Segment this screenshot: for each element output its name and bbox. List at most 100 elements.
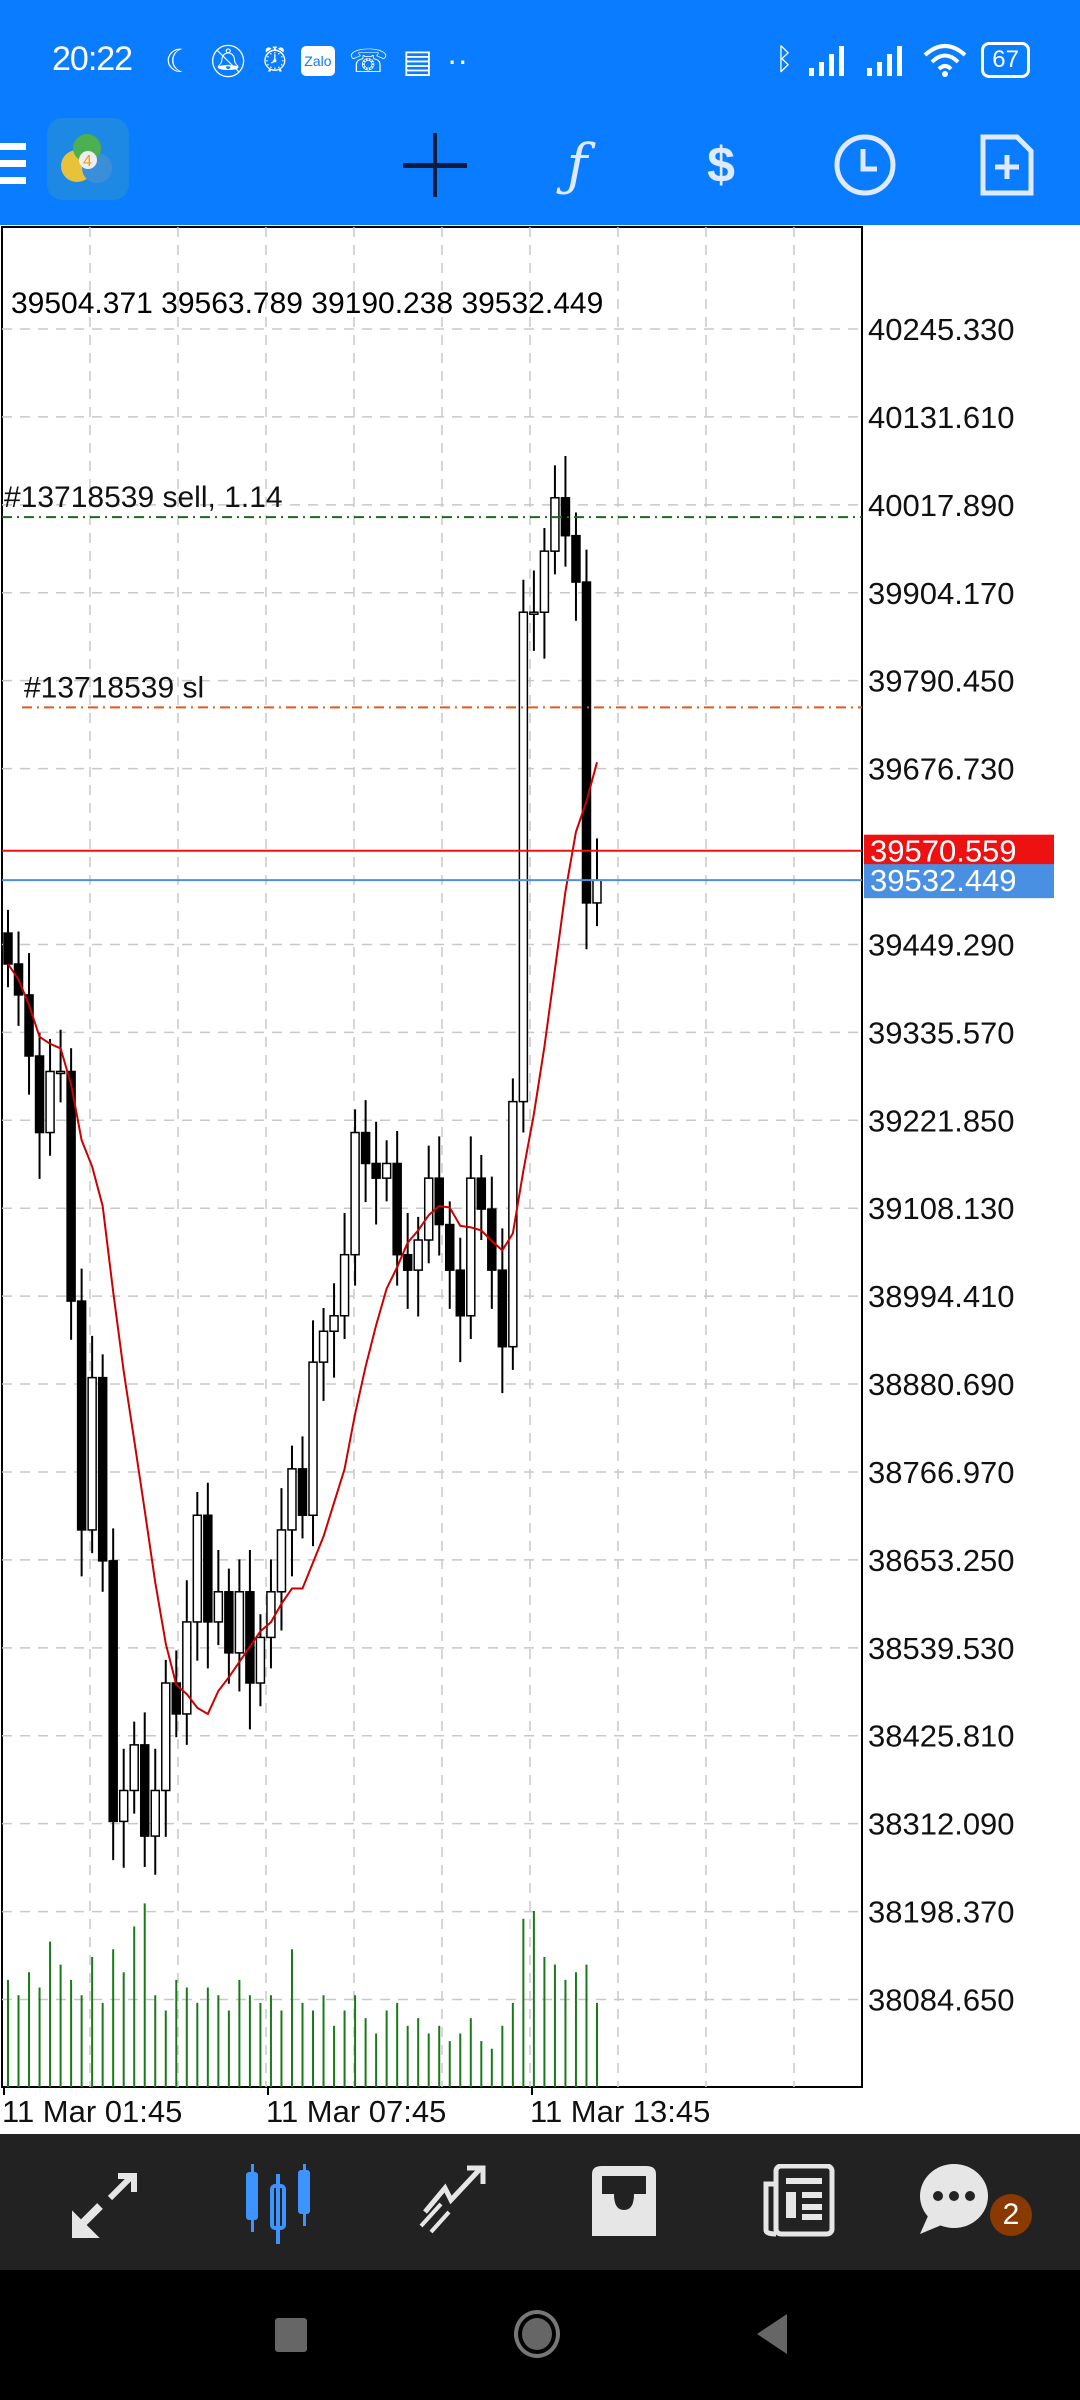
candle-bearish: [487, 1208, 497, 1271]
candle-bullish: [129, 1744, 139, 1792]
wifi-icon: [923, 44, 967, 77]
trade-icon[interactable]: $: [707, 137, 735, 193]
candle-bullish: [213, 1591, 224, 1623]
candle-bearish: [108, 1560, 118, 1823]
recents-button[interactable]: [275, 2318, 307, 2352]
candle-bullish: [381, 1162, 392, 1179]
candle-bearish: [24, 994, 34, 1057]
candle-bearish: [581, 581, 592, 904]
indicators-icon[interactable]: ƒ: [566, 132, 588, 198]
candle-bearish: [203, 1514, 213, 1623]
timeframe-icon[interactable]: [830, 130, 900, 200]
candle-bullish: [413, 1239, 423, 1271]
candle-bullish: [329, 1315, 339, 1332]
candle-bullish: [255, 1636, 266, 1684]
candle-bullish: [161, 1682, 171, 1792]
new-order-icon[interactable]: [972, 130, 1042, 200]
candle-bearish: [34, 1055, 45, 1134]
candle-bullish: [539, 550, 550, 613]
y-tick-label: 38766.970: [868, 1455, 1015, 1490]
candle-bearish: [297, 1468, 308, 1516]
back-button[interactable]: [755, 2314, 791, 2354]
metatrader-logo[interactable]: 4: [47, 118, 129, 200]
price-label: 39570.559: [870, 834, 1017, 869]
candle-bullish: [287, 1468, 297, 1531]
system-navigation-bar: [0, 2270, 1080, 2400]
candle-bearish: [97, 1376, 108, 1562]
candle-bullish: [118, 1789, 129, 1823]
candle-bullish: [550, 497, 560, 552]
y-tick-label: 38425.810: [868, 1719, 1015, 1754]
signal-icon: [809, 46, 845, 76]
order-label: #13718539 sl: [24, 671, 204, 704]
y-tick-label: 39108.130: [868, 1191, 1015, 1226]
alarm-icon: ⏰︎: [262, 42, 288, 78]
candle-bullish: [276, 1529, 287, 1593]
x-tick-label: 11 Mar 01:45: [2, 2094, 182, 2129]
candle-bearish: [76, 1300, 87, 1531]
moving-average-line: [7, 761, 598, 1716]
missed-call-icon: ☏: [348, 43, 389, 79]
candle-bearish: [224, 1591, 234, 1654]
menu-icon[interactable]: [0, 140, 28, 190]
candle-bullish: [55, 1070, 66, 1075]
battery-icon: 67: [981, 42, 1030, 78]
more-dots-icon: ··: [446, 42, 469, 78]
candle-bearish: [455, 1269, 466, 1317]
candle-bearish: [371, 1162, 381, 1179]
signal-icon: [867, 46, 903, 76]
y-tick-label: 39221.850: [868, 1103, 1015, 1138]
y-tick-label: 39449.290: [868, 927, 1015, 962]
status-time: 20:22: [52, 40, 133, 78]
order-label: #13718539 sell, 1.14: [4, 481, 283, 514]
candle-bearish: [3, 932, 13, 965]
candle-bullish: [508, 1100, 518, 1348]
price-label-bg: [864, 864, 1054, 899]
quotes-icon[interactable]: [70, 2164, 150, 2244]
y-tick-label: 39676.730: [868, 752, 1015, 787]
notes-icon: ▤: [402, 43, 433, 79]
svg-text:4: 4: [83, 153, 92, 170]
candle-bearish: [360, 1131, 371, 1165]
app-header: 20:22 ☾ 🔕︎ ⏰︎ Zalo ☏ ▤ ·· ᛒ 67 4 ƒ $: [0, 0, 1080, 225]
price-chart[interactable]: 40245.330 40131.610 40017.890 39904.170 3979…: [0, 0, 1080, 2134]
candle-bullish: [45, 1070, 55, 1134]
y-tick-label: 39335.570: [868, 1015, 1015, 1050]
news-icon[interactable]: [762, 2164, 842, 2244]
messages-badge: 2: [990, 2194, 1032, 2236]
candle-bearish: [476, 1177, 487, 1210]
candle-bullish: [266, 1591, 276, 1639]
y-tick-label: 40131.610: [868, 400, 1015, 435]
y-tick-label: 38084.650: [868, 1983, 1015, 2018]
x-tick-label: 11 Mar 13:45: [530, 2094, 710, 2129]
candle-bullish: [339, 1253, 350, 1317]
candle-bullish: [592, 879, 602, 904]
y-tick-label: 40245.330: [868, 312, 1015, 347]
candle-bearish: [392, 1162, 402, 1256]
y-tick-label: 40017.890: [868, 488, 1015, 523]
bottom-navigation: [0, 2134, 1080, 2270]
moon-icon: ☾: [165, 43, 194, 79]
candle-bullish: [192, 1514, 203, 1623]
candle-bullish: [529, 611, 539, 615]
price-label-bg: [864, 834, 1054, 869]
y-tick-label: 38539.530: [868, 1631, 1015, 1666]
candle-bearish: [139, 1744, 150, 1837]
trade-icon[interactable]: [415, 2164, 495, 2244]
candle-bullish: [150, 1789, 160, 1837]
candle-bullish: [87, 1376, 97, 1531]
bluetooth-icon: ᛒ: [775, 43, 794, 76]
y-tick-label: 39790.450: [868, 664, 1015, 699]
x-tick-label: 11 Mar 07:45: [266, 2094, 446, 2129]
chart-icon[interactable]: [240, 2164, 320, 2244]
status-bar: 20:22 ☾ 🔕︎ ⏰︎ Zalo ☏ ▤ ·· ᛒ 67: [0, 30, 1080, 90]
y-tick-label: 39904.170: [868, 576, 1015, 611]
candle-bullish: [466, 1177, 476, 1317]
home-button[interactable]: [514, 2310, 560, 2358]
messages-icon[interactable]: [918, 2164, 998, 2244]
y-tick-label: 38312.090: [868, 1807, 1015, 1842]
candle-bearish: [434, 1177, 444, 1226]
chart-toolbar: 4 ƒ $: [0, 110, 1080, 220]
crosshair-icon[interactable]: [400, 130, 470, 200]
history-icon[interactable]: [588, 2164, 668, 2244]
